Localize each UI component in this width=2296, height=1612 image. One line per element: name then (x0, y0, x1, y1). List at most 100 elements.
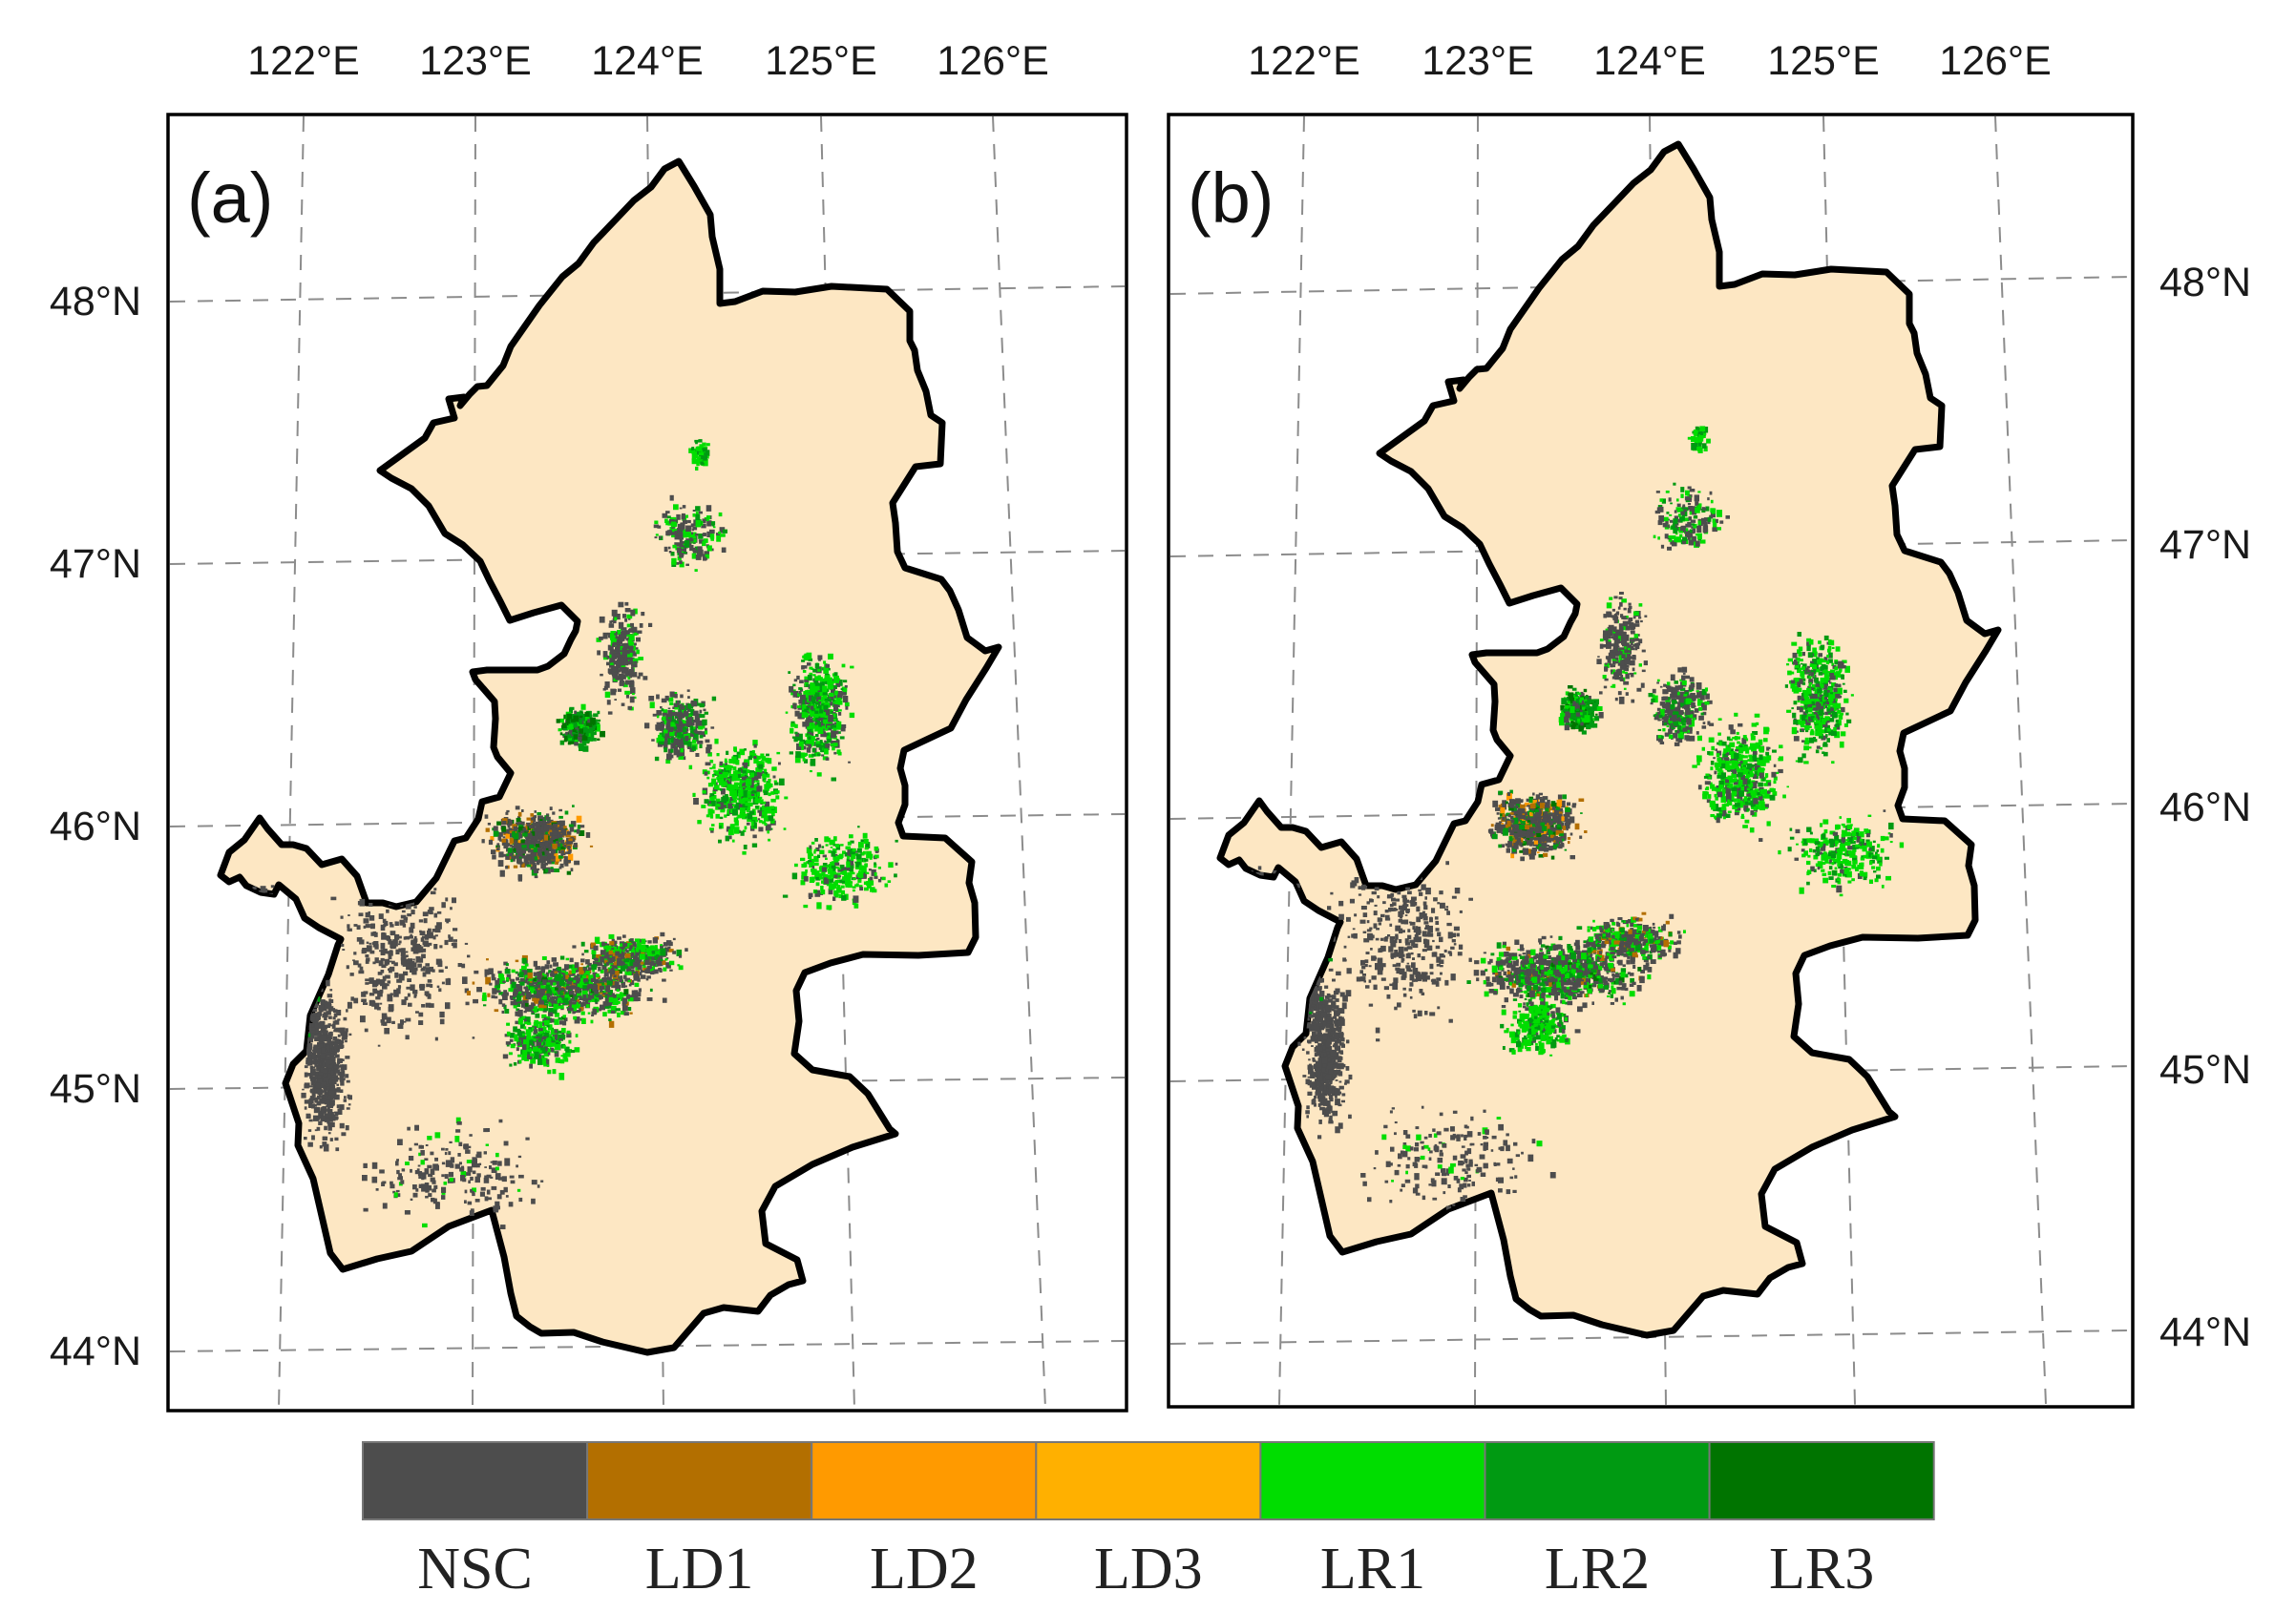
class-pixel (844, 685, 848, 688)
class-pixel (790, 721, 795, 725)
class-pixel (337, 1073, 342, 1076)
class-pixel (545, 994, 551, 998)
class-pixel (820, 719, 825, 723)
class-pixel (682, 726, 687, 733)
class-pixel (756, 773, 762, 779)
class-pixel (831, 730, 836, 739)
class-pixel (549, 1036, 553, 1038)
class-pixel (721, 788, 726, 795)
class-pixel (324, 1125, 327, 1131)
class-pixel (810, 732, 814, 738)
class-pixel (642, 965, 646, 969)
class-pixel (515, 1011, 519, 1016)
class-pixel (603, 961, 608, 967)
class-pixel (672, 951, 677, 954)
class-pixel (811, 698, 816, 704)
class-pixel (322, 1098, 326, 1101)
class-pixel (496, 978, 500, 982)
class-pixel (334, 1111, 339, 1117)
class-pixel (571, 1001, 577, 1006)
class-pixel (606, 976, 612, 982)
class-pixel (552, 1034, 558, 1040)
class-pixel (645, 957, 649, 960)
class-pixel (548, 853, 555, 860)
class-pixel (621, 944, 626, 951)
class-pixel (541, 966, 546, 971)
class-pixel (594, 954, 597, 957)
class-pixel (804, 705, 809, 710)
class-pixel (689, 725, 694, 731)
class-pixel (750, 817, 756, 824)
class-pixel (570, 737, 576, 742)
class-pixel (540, 1047, 546, 1054)
class-pixel (529, 1047, 534, 1052)
class-pixel (559, 740, 565, 745)
class-pixel (534, 810, 537, 813)
class-pixel (828, 698, 832, 702)
class-pixel (579, 1003, 584, 1010)
class-pixel (718, 774, 725, 779)
class-pixel (515, 1020, 520, 1025)
class-pixel (745, 787, 748, 792)
class-pixel (814, 680, 818, 684)
class-pixel (550, 867, 554, 869)
class-pixel (540, 864, 546, 869)
class-pixel (607, 1000, 612, 1006)
class-pixel (776, 751, 781, 755)
class-pixel (836, 749, 841, 754)
class-pixel (561, 968, 566, 972)
class-pixel (518, 1059, 522, 1064)
class-pixel (531, 848, 535, 853)
class-pixel (533, 1032, 537, 1036)
class-pixel (736, 816, 740, 819)
class-pixel (585, 1000, 589, 1003)
class-pixel (723, 771, 729, 776)
class-pixel (690, 710, 695, 716)
class-pixel (833, 705, 838, 712)
class-pixel (533, 960, 537, 967)
class-pixel (564, 810, 569, 815)
class-pixel (330, 1100, 334, 1104)
class-pixel (750, 824, 754, 827)
class-pixel (571, 969, 576, 973)
class-pixel (739, 784, 743, 788)
class-pixel (563, 844, 567, 848)
class-pixel (836, 731, 841, 734)
class-pixel (814, 676, 820, 680)
class-pixel (504, 969, 511, 974)
class-pixel (707, 808, 713, 815)
class-pixel (317, 1075, 322, 1079)
class-pixel (505, 967, 509, 969)
class-pixel (549, 837, 555, 844)
class-pixel (738, 774, 744, 778)
class-pixel (315, 1033, 321, 1036)
class-pixel (516, 1047, 519, 1052)
class-pixel (568, 993, 574, 998)
class-pixel (326, 1110, 332, 1118)
class-pixel (554, 1013, 559, 1017)
class-pixel (304, 1083, 309, 1089)
class-pixel (314, 1016, 319, 1022)
class-pixel (726, 780, 729, 783)
class-pixel (611, 938, 615, 942)
class-pixel (508, 1052, 513, 1056)
class-pixel (805, 720, 810, 725)
class-pixel (685, 728, 689, 732)
class-pixel (547, 844, 552, 847)
class-pixel (326, 1066, 332, 1074)
class-pixel (564, 964, 570, 970)
class-pixel (486, 958, 489, 961)
class-pixel (309, 1039, 314, 1042)
class-pixel (531, 847, 537, 851)
class-pixel (605, 962, 610, 966)
class-pixel (523, 986, 529, 990)
class-pixel (582, 1001, 585, 1005)
class-pixel (677, 964, 681, 967)
class-pixel (554, 992, 558, 995)
class-pixel (535, 966, 541, 971)
class-pixel (574, 1016, 580, 1024)
class-pixel (719, 761, 724, 766)
class-pixel (830, 743, 834, 746)
class-pixel (627, 979, 631, 983)
class-pixel (322, 1013, 326, 1018)
